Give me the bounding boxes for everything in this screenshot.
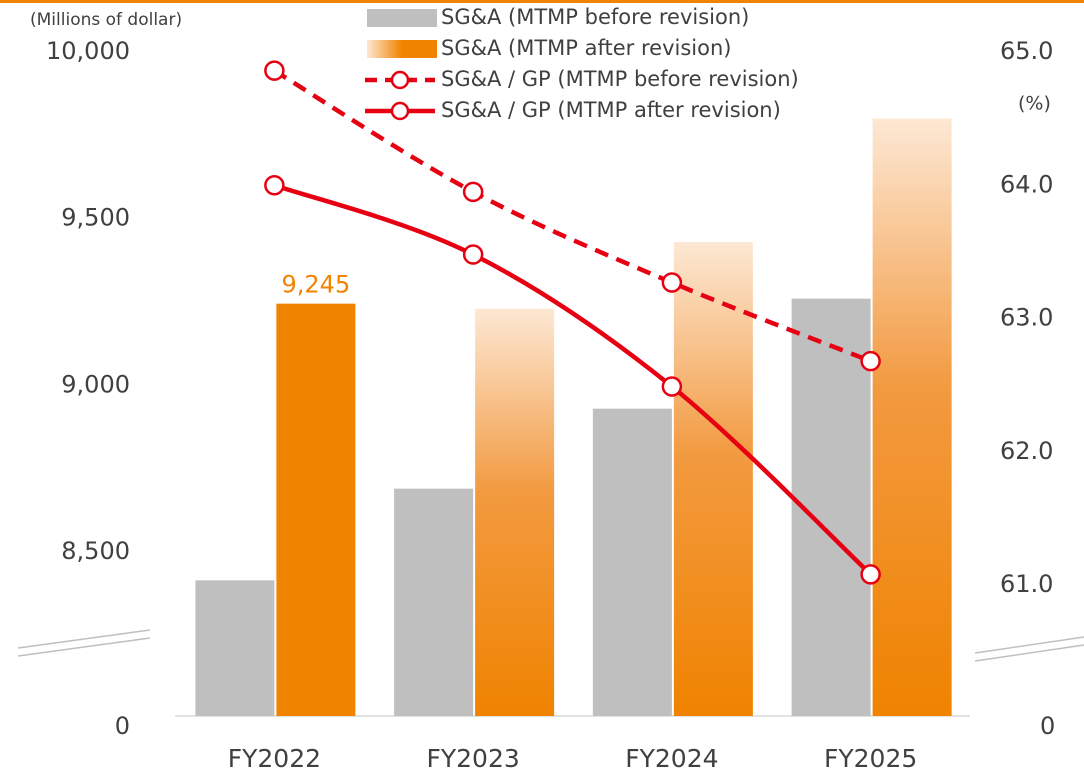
line-point	[860, 350, 881, 372]
bar	[475, 308, 555, 716]
x-tick-label: FY2022	[228, 744, 321, 773]
y-tick-label: 10,000	[46, 37, 130, 65]
y-tick-label: 9,500	[61, 204, 130, 232]
y2-tick-label: 65.0	[1000, 37, 1053, 65]
y2-axis-label: (%)	[1018, 93, 1051, 115]
bar	[592, 408, 672, 716]
legend-label: SG&A / GP (MTMP before revision)	[441, 67, 799, 91]
legend-marker	[390, 70, 410, 90]
y2-tick-label: 62.0	[1000, 437, 1053, 465]
bar	[872, 118, 952, 716]
y-tick-label: 9,000	[61, 370, 130, 398]
line-point	[661, 376, 683, 397]
legend-label: SG&A (MTMP before revision)	[441, 5, 749, 29]
line-point	[860, 564, 881, 585]
line-point	[264, 60, 285, 81]
legend-label: SG&A / GP (MTMP after revision)	[441, 98, 781, 122]
line-point	[661, 272, 683, 293]
bar	[394, 488, 474, 716]
axis-break-left	[17, 629, 151, 657]
line	[273, 68, 872, 364]
x-tick-label: FY2024	[625, 744, 718, 773]
line-point	[462, 181, 484, 203]
y-tick-label: 0	[115, 712, 130, 740]
legend-marker	[390, 101, 410, 121]
x-tick-label: FY2023	[426, 744, 519, 773]
y-axis-label: (Millions of dollar)	[30, 10, 182, 30]
axis-break-right	[974, 636, 1084, 662]
header-rule	[0, 0, 1084, 3]
bar	[276, 303, 356, 716]
bar	[673, 242, 753, 716]
x-tick-label: FY2025	[824, 744, 917, 773]
value-label: 9,245	[282, 271, 351, 299]
y2-tick-label: 63.0	[1000, 304, 1053, 332]
y2-tick-label: 64.0	[1000, 170, 1053, 198]
legend-swatch	[367, 40, 437, 58]
legend-swatch	[367, 9, 437, 27]
legend-label: SG&A (MTMP after revision)	[441, 36, 731, 60]
y2-tick-label: 0	[1040, 712, 1055, 740]
y2-tick-label: 61.0	[1000, 570, 1053, 598]
line	[273, 183, 873, 576]
line-point	[462, 244, 484, 265]
bar	[195, 580, 275, 716]
y-tick-label: 8,500	[61, 537, 130, 565]
line-point	[264, 175, 285, 196]
